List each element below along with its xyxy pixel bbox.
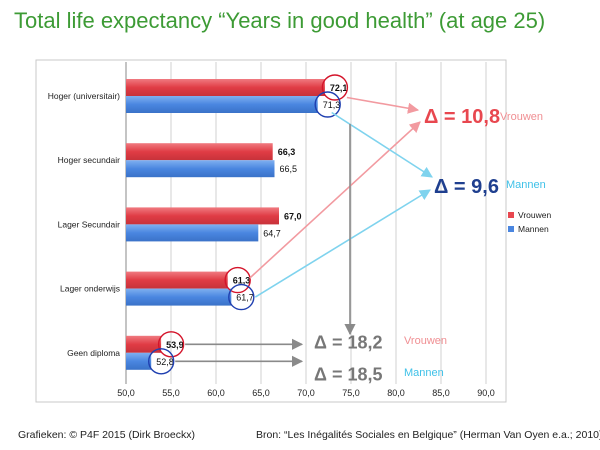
legend-swatch-vrouwen — [508, 212, 514, 218]
x-tick-label: 50,0 — [117, 388, 135, 398]
data-label: 53,9 — [166, 340, 184, 350]
bar-vrouwen-hoger-secundair — [126, 143, 273, 161]
bar-vrouwen-geen-diploma — [126, 335, 162, 353]
arrow-vrouwen-lager — [249, 121, 421, 279]
source-text: Bron: “Les Inégalités Sociales en Belgiq… — [256, 429, 600, 441]
highlight-circle — [157, 331, 185, 358]
category-label-hoger-secundair: Hoger secundair — [58, 155, 121, 165]
delta-annotation: Δ = 18,5 — [314, 364, 382, 384]
bar-mannen-lager-secundair — [126, 224, 259, 242]
data-label: 61,7 — [236, 293, 254, 303]
x-tick-label: 55,0 — [162, 388, 180, 398]
delta-series-label: Vrouwen — [404, 335, 447, 347]
delta-series-label: Mannen — [506, 179, 546, 191]
highlight-circle — [321, 74, 349, 101]
bar-vrouwen-hoger-universitair — [126, 79, 325, 96]
x-tick-label: 70,0 — [297, 388, 315, 398]
category-label-lager-onderwijs: Lager onderwijs — [60, 284, 120, 294]
x-tick-label: 65,0 — [252, 388, 270, 398]
x-tick-label: 80,0 — [387, 388, 405, 398]
data-label: 61,3 — [233, 276, 251, 286]
highlight-circle — [228, 283, 255, 311]
delta-annotation: Δ = 18,2 — [314, 332, 382, 352]
highlight-circle — [224, 266, 251, 294]
credit-text: Grafieken: © P4F 2015 (Dirk Broeckx) — [18, 429, 195, 441]
x-tick-label: 90,0 — [477, 388, 495, 398]
data-label: 66,3 — [278, 147, 296, 157]
bar-vrouwen-lager-onderwijs — [126, 271, 228, 289]
delta-annotation: Δ = 10,8 — [424, 106, 500, 128]
arrow-mannen-hoger — [331, 111, 433, 178]
bar-mannen-hoger-universitair — [126, 96, 318, 113]
bar-vrouwen-lager-secundair — [126, 207, 279, 225]
delta-series-label: Vrouwen — [500, 111, 543, 123]
delta-series-label: Mannen — [404, 367, 444, 379]
category-label-hoger-universitair: Hoger (universitair) — [48, 91, 120, 101]
legend-label-mannen: Mannen — [518, 224, 549, 234]
category-label-geen-diploma: Geen diploma — [67, 348, 120, 358]
bar-mannen-lager-onderwijs — [126, 288, 232, 306]
highlight-circle — [147, 348, 175, 375]
bar-mannen-geen-diploma — [126, 352, 152, 370]
highlight-circle — [314, 91, 341, 118]
data-label: 67,0 — [284, 211, 302, 221]
data-label: 71,3 — [323, 100, 341, 110]
category-label-lager-secundair: Lager Secundair — [58, 219, 121, 229]
legend-label-vrouwen: Vrouwen — [518, 210, 552, 220]
x-tick-label: 60,0 — [207, 388, 225, 398]
data-label: 66,5 — [280, 164, 298, 174]
chart-title: Total life expectancy “Years in good hea… — [14, 8, 546, 33]
bar-mannen-hoger-secundair — [126, 160, 275, 178]
arrow-mannen-lager — [254, 189, 431, 298]
data-label: 52,8 — [156, 357, 174, 367]
legend-swatch-mannen — [508, 226, 514, 232]
x-tick-label: 85,0 — [432, 388, 450, 398]
data-label: 72,1 — [330, 83, 348, 93]
x-tick-label: 75,0 — [342, 388, 360, 398]
data-label: 64,7 — [263, 228, 281, 238]
arrow-vrouwen-hoger — [346, 96, 420, 114]
delta-annotation: Δ = 9,6 — [434, 176, 499, 198]
